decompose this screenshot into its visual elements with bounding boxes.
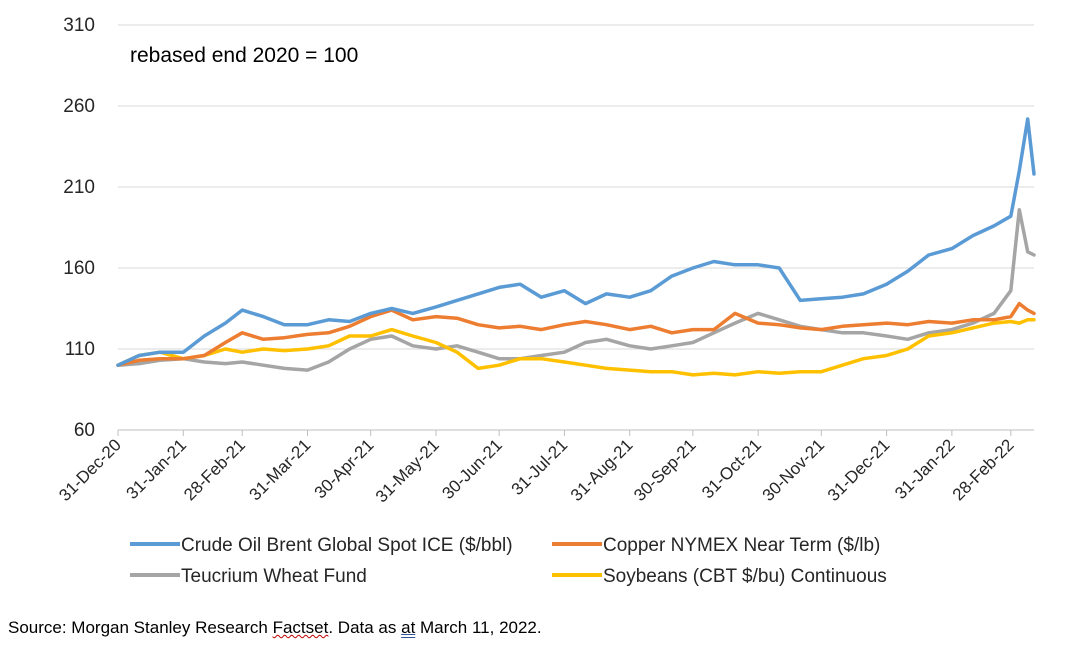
chart-annotation: rebased end 2020 = 100 [130,44,358,67]
series-line-2 [116,207,1036,372]
x-tick-label: 28-Feb-22 [949,435,1018,504]
x-axis: 31-Dec-2031-Jan-2128-Feb-2131-Mar-2130-A… [55,430,1018,506]
legend-label: Teucrium Wheat Fund [181,566,367,587]
source-note: Source: Morgan Stanley Research Factset.… [8,618,542,638]
source-suffix: March 11, 2022. [415,618,542,637]
legend-label: Soybeans (CBT $/bu) Continuous [603,566,887,587]
source-at: at [401,618,416,637]
x-tick-label: 31-Jan-21 [123,435,191,503]
source-prefix: Source: Morgan Stanley Research [8,618,273,637]
x-tick-label: 31-Aug-21 [567,435,637,505]
x-tick-label: 30-Apr-21 [311,435,378,502]
y-tick-label: 110 [65,339,95,360]
x-tick-label: 31-Jan-22 [891,435,959,503]
series-lines [116,117,1036,377]
x-tick-label: 31-Mar-21 [245,435,314,504]
legend: Crude Oil Brent Global Spot ICE ($/bbl) C… [130,535,887,587]
source-factset: Factset [272,618,329,637]
x-tick-label: 31-Oct-21 [698,435,765,502]
y-axis-tick-labels: 60 110 160 210 260 310 [63,15,95,441]
legend-label: Copper NYMEX Near Term ($/lb) [603,535,880,556]
x-tick-label: 31-Jul-21 [508,435,572,499]
series-line-3 [116,318,1036,377]
series-line-1 [116,301,1036,367]
y-tick-label: 60 [74,420,95,441]
x-tick-label: 31-May-21 [372,435,443,506]
x-tick-label: 31-Dec-21 [824,435,894,505]
y-tick-label: 260 [63,96,95,117]
y-tick-label: 310 [63,15,95,36]
series-line-0 [116,117,1036,367]
legend-label: Crude Oil Brent Global Spot ICE ($/bbl) [181,535,513,556]
x-tick-label: 28-Feb-21 [180,435,249,504]
x-tick-label: 30-Jun-21 [438,435,506,503]
y-tick-label: 160 [63,258,95,279]
source-middle: . Data as [328,618,402,637]
x-tick-label: 30-Nov-21 [759,435,829,505]
gridlines [118,24,1034,431]
y-tick-label: 210 [63,177,95,198]
x-tick-label: 31-Dec-20 [55,435,125,505]
x-tick-label: 30-Sep-21 [630,435,700,505]
